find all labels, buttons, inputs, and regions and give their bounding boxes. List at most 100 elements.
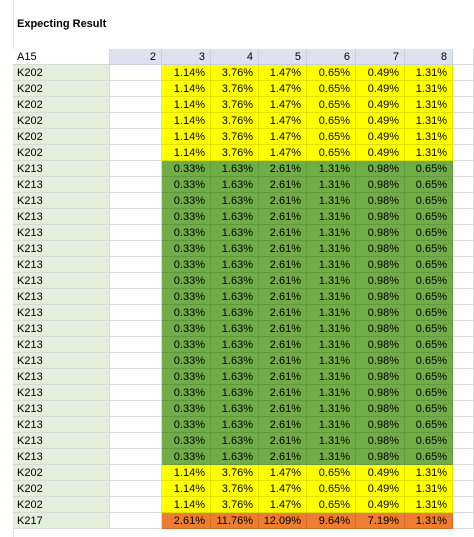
value-cell[interactable]: 0.65% [405, 225, 453, 241]
value-cell[interactable]: 1.63% [211, 177, 259, 193]
row-label-cell[interactable]: K213 [13, 401, 110, 417]
empty-cell[interactable] [453, 97, 474, 113]
value-cell[interactable]: 0.65% [307, 497, 356, 513]
value-cell[interactable]: 1.31% [405, 465, 453, 481]
value-cell[interactable]: 2.61% [259, 289, 307, 305]
value-cell[interactable]: 2.61% [259, 337, 307, 353]
value-cell[interactable]: 1.63% [211, 449, 259, 465]
empty-cell[interactable] [110, 193, 162, 209]
value-cell[interactable]: 2.61% [259, 305, 307, 321]
value-cell[interactable]: 1.63% [211, 385, 259, 401]
value-cell[interactable]: 0.65% [405, 433, 453, 449]
value-cell[interactable]: 1.63% [211, 257, 259, 273]
value-cell[interactable]: 3.76% [211, 129, 259, 145]
empty-cell[interactable] [453, 209, 474, 225]
value-cell[interactable]: 1.63% [211, 273, 259, 289]
value-cell[interactable]: 0.33% [162, 433, 211, 449]
value-cell[interactable]: 1.31% [307, 161, 356, 177]
value-cell[interactable]: 0.49% [356, 113, 405, 129]
row-label-cell[interactable]: K213 [13, 449, 110, 465]
empty-cell[interactable] [110, 97, 162, 113]
empty-cell[interactable] [110, 337, 162, 353]
empty-cell[interactable] [110, 161, 162, 177]
row-label-cell[interactable]: K202 [13, 465, 110, 481]
header-column-cell[interactable]: 3 [162, 49, 211, 65]
value-cell[interactable]: 0.33% [162, 177, 211, 193]
value-cell[interactable]: 1.14% [162, 497, 211, 513]
empty-cell[interactable] [453, 417, 474, 433]
value-cell[interactable]: 3.76% [211, 113, 259, 129]
row-label-cell[interactable]: K213 [13, 417, 110, 433]
empty-cell[interactable] [110, 145, 162, 161]
value-cell[interactable]: 1.47% [259, 65, 307, 81]
value-cell[interactable]: 2.61% [259, 369, 307, 385]
header-column-cell[interactable]: 2 [110, 49, 162, 65]
value-cell[interactable]: 1.31% [307, 241, 356, 257]
value-cell[interactable]: 1.63% [211, 193, 259, 209]
value-cell[interactable]: 1.14% [162, 129, 211, 145]
row-label-cell[interactable]: K213 [13, 161, 110, 177]
row-label-cell[interactable]: K202 [13, 113, 110, 129]
value-cell[interactable]: 2.61% [162, 513, 211, 529]
value-cell[interactable]: 1.47% [259, 145, 307, 161]
value-cell[interactable]: 0.65% [405, 417, 453, 433]
value-cell[interactable]: 1.31% [307, 177, 356, 193]
value-cell[interactable]: 1.31% [405, 81, 453, 97]
value-cell[interactable]: 1.47% [259, 481, 307, 497]
value-cell[interactable]: 1.31% [307, 257, 356, 273]
value-cell[interactable]: 1.31% [307, 193, 356, 209]
value-cell[interactable]: 0.98% [356, 177, 405, 193]
value-cell[interactable]: 1.31% [307, 401, 356, 417]
value-cell[interactable]: 1.31% [307, 305, 356, 321]
value-cell[interactable]: 9.64% [307, 513, 356, 529]
value-cell[interactable]: 3.76% [211, 481, 259, 497]
row-label-cell[interactable]: K213 [13, 289, 110, 305]
empty-cell[interactable] [453, 289, 474, 305]
value-cell[interactable]: 2.61% [259, 433, 307, 449]
value-cell[interactable]: 0.98% [356, 369, 405, 385]
sheet-title[interactable]: Expecting Result [17, 18, 107, 30]
row-label-cell[interactable]: K202 [13, 481, 110, 497]
value-cell[interactable]: 0.98% [356, 449, 405, 465]
value-cell[interactable]: 0.65% [307, 65, 356, 81]
empty-cell[interactable] [453, 49, 474, 65]
value-cell[interactable]: 2.61% [259, 177, 307, 193]
value-cell[interactable]: 0.33% [162, 193, 211, 209]
empty-cell[interactable] [110, 465, 162, 481]
empty-cell[interactable] [110, 241, 162, 257]
row-label-cell[interactable]: K213 [13, 321, 110, 337]
value-cell[interactable]: 1.31% [405, 513, 453, 529]
row-label-cell[interactable]: K213 [13, 225, 110, 241]
value-cell[interactable]: 1.63% [211, 401, 259, 417]
value-cell[interactable]: 1.14% [162, 97, 211, 113]
row-label-cell[interactable]: K202 [13, 145, 110, 161]
empty-cell[interactable] [453, 449, 474, 465]
value-cell[interactable]: 2.61% [259, 161, 307, 177]
value-cell[interactable]: 0.65% [405, 177, 453, 193]
header-column-cell[interactable]: 5 [259, 49, 307, 65]
empty-cell[interactable] [453, 241, 474, 257]
value-cell[interactable]: 0.49% [356, 481, 405, 497]
value-cell[interactable]: 1.31% [307, 321, 356, 337]
value-cell[interactable]: 1.31% [307, 385, 356, 401]
row-label-cell[interactable]: K213 [13, 193, 110, 209]
empty-cell[interactable] [453, 257, 474, 273]
value-cell[interactable]: 0.65% [405, 449, 453, 465]
value-cell[interactable]: 3.76% [211, 465, 259, 481]
value-cell[interactable]: 1.31% [307, 273, 356, 289]
value-cell[interactable]: 0.49% [356, 97, 405, 113]
empty-cell[interactable] [110, 305, 162, 321]
value-cell[interactable]: 0.49% [356, 145, 405, 161]
value-cell[interactable]: 0.65% [307, 481, 356, 497]
value-cell[interactable]: 0.65% [405, 305, 453, 321]
value-cell[interactable]: 1.63% [211, 321, 259, 337]
value-cell[interactable]: 0.33% [162, 289, 211, 305]
empty-cell[interactable] [110, 129, 162, 145]
empty-cell[interactable] [453, 433, 474, 449]
value-cell[interactable]: 0.65% [405, 401, 453, 417]
empty-cell[interactable] [110, 353, 162, 369]
value-cell[interactable]: 2.61% [259, 385, 307, 401]
value-cell[interactable]: 0.98% [356, 305, 405, 321]
value-cell[interactable]: 1.31% [307, 337, 356, 353]
row-label-cell[interactable]: K202 [13, 81, 110, 97]
